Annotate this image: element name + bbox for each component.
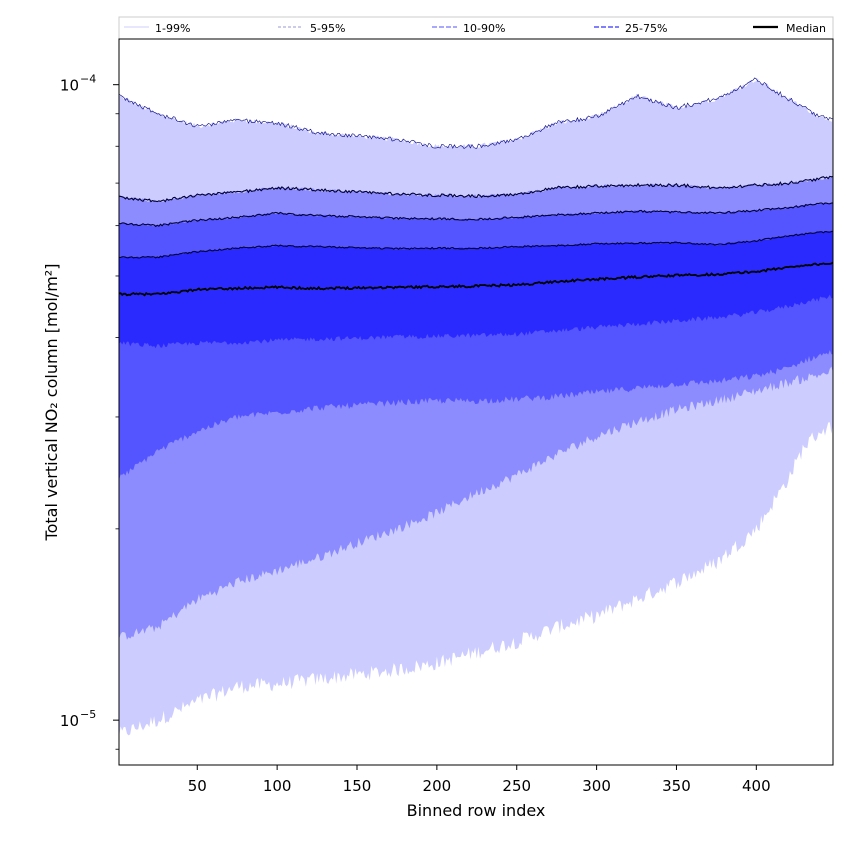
legend-label: 25-75% <box>625 22 667 35</box>
y-tick-label: 10 <box>60 77 79 95</box>
band-25-75-upper-line <box>119 230 833 259</box>
y-tick-exponent: −4 <box>80 73 96 86</box>
x-tick-label: 100 <box>263 777 292 795</box>
band-10-90-upper-line <box>119 202 833 228</box>
legend-label: 1-99% <box>155 22 190 35</box>
x-axis: 50 100 150 200 250 300 350 400 <box>188 765 771 795</box>
legend-label: Median <box>786 22 826 35</box>
legend: 1-99% 5-95% 10-90% 25-75% Median <box>118 16 834 40</box>
legend-label: 5-95% <box>310 22 345 35</box>
y-tick-exponent: −5 <box>80 708 96 721</box>
x-tick-label: 400 <box>742 777 771 795</box>
y-axis: 10−510−4 <box>60 73 119 750</box>
x-tick-label: 200 <box>423 777 452 795</box>
x-tick-label: 350 <box>662 777 691 795</box>
x-tick-label: 50 <box>188 777 207 795</box>
x-axis-label: Binned row index <box>407 801 546 820</box>
band-25-75 <box>119 230 833 349</box>
x-tick-label: 150 <box>343 777 372 795</box>
y-axis-label: Total vertical NO₂ column [mol/m²] <box>42 264 61 542</box>
legend-label: 10-90% <box>463 22 505 35</box>
band-1-99-upper-line <box>119 77 833 149</box>
x-tick-label: 250 <box>502 777 531 795</box>
band-5-95-upper-line <box>119 175 833 203</box>
x-tick-label: 300 <box>582 777 611 795</box>
y-tick-label: 10 <box>60 712 79 730</box>
plot-area <box>118 38 834 766</box>
median-line <box>119 261 833 297</box>
plot-frame <box>118 38 834 766</box>
